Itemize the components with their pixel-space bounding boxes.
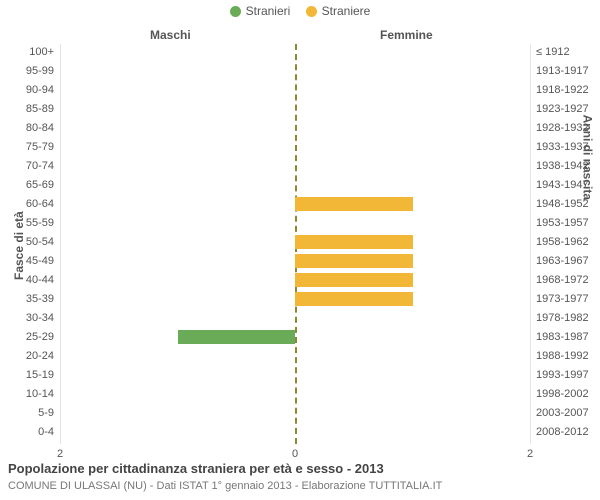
birth-year-label: 1968-1972: [536, 272, 600, 288]
bar-female: [295, 292, 413, 306]
x-tick: 2: [510, 448, 550, 460]
bar-male: [178, 330, 296, 344]
bar-row: 80-841928-1932: [60, 120, 530, 136]
birth-year-label: 2008-2012: [536, 424, 600, 440]
birth-year-label: 1993-1997: [536, 367, 600, 383]
bar-row: 15-191993-1997: [60, 367, 530, 383]
bar-row: 85-891923-1927: [60, 101, 530, 117]
birth-year-label: 1948-1952: [536, 196, 600, 212]
bar-row: 10-141998-2002: [60, 386, 530, 402]
chart-title: Popolazione per cittadinanza straniera p…: [8, 461, 384, 476]
legend-dot-male: [230, 6, 241, 17]
age-label: 0-4: [6, 424, 54, 440]
age-label: 90-94: [6, 82, 54, 98]
bar-female: [295, 197, 413, 211]
bar-row: 95-991913-1917: [60, 63, 530, 79]
bar-row: 60-641948-1952: [60, 196, 530, 212]
bar-row: 90-941918-1922: [60, 82, 530, 98]
birth-year-label: 1953-1957: [536, 215, 600, 231]
column-title-male: Maschi: [150, 28, 191, 42]
bar-female: [295, 254, 413, 268]
bar-row: 45-491963-1967: [60, 253, 530, 269]
bar-row: 70-741938-1942: [60, 158, 530, 174]
age-label: 20-24: [6, 348, 54, 364]
age-label: 60-64: [6, 196, 54, 212]
age-label: 65-69: [6, 177, 54, 193]
birth-year-label: 1913-1917: [536, 63, 600, 79]
bar-row: 75-791933-1937: [60, 139, 530, 155]
age-label: 95-99: [6, 63, 54, 79]
birth-year-label: 1998-2002: [536, 386, 600, 402]
bar-row: 20-241988-1992: [60, 348, 530, 364]
birth-year-label: 1923-1927: [536, 101, 600, 117]
bar-row: 25-291983-1987: [60, 329, 530, 345]
age-label: 55-59: [6, 215, 54, 231]
birth-year-label: 1958-1962: [536, 234, 600, 250]
bar-row: 30-341978-1982: [60, 310, 530, 326]
chart-subtitle: COMUNE DI ULASSAI (NU) - Dati ISTAT 1° g…: [8, 480, 442, 492]
bar-row: 50-541958-1962: [60, 234, 530, 250]
age-label: 85-89: [6, 101, 54, 117]
birth-year-label: 1963-1967: [536, 253, 600, 269]
legend-item-male: Stranieri: [230, 4, 291, 18]
bar-row: 40-441968-1972: [60, 272, 530, 288]
x-tick: 2: [40, 448, 80, 460]
age-label: 80-84: [6, 120, 54, 136]
age-label: 35-39: [6, 291, 54, 307]
birth-year-label: 1978-1982: [536, 310, 600, 326]
age-label: 50-54: [6, 234, 54, 250]
bar-female: [295, 273, 413, 287]
x-tick: 0: [275, 448, 315, 460]
birth-year-label: 1928-1932: [536, 120, 600, 136]
age-label: 15-19: [6, 367, 54, 383]
birth-year-label: 2003-2007: [536, 405, 600, 421]
age-label: 40-44: [6, 272, 54, 288]
birth-year-label: 1973-1977: [536, 291, 600, 307]
population-pyramid-chart: Stranieri Straniere Maschi Femmine Fasce…: [0, 0, 600, 500]
birth-year-label: 1988-1992: [536, 348, 600, 364]
bar-row: 65-691943-1947: [60, 177, 530, 193]
age-label: 30-34: [6, 310, 54, 326]
birth-year-label: 1918-1922: [536, 82, 600, 98]
age-label: 100+: [6, 44, 54, 60]
age-label: 5-9: [6, 405, 54, 421]
birth-year-label: 1933-1937: [536, 139, 600, 155]
bar-row: 5-92003-2007: [60, 405, 530, 421]
bar-row: 35-391973-1977: [60, 291, 530, 307]
legend-dot-female: [306, 6, 317, 17]
age-label: 10-14: [6, 386, 54, 402]
birth-year-label: 1943-1947: [536, 177, 600, 193]
birth-year-label: 1983-1987: [536, 329, 600, 345]
bar-row: 55-591953-1957: [60, 215, 530, 231]
column-title-female: Femmine: [380, 28, 433, 42]
age-label: 25-29: [6, 329, 54, 345]
age-label: 45-49: [6, 253, 54, 269]
legend-item-female: Straniere: [306, 4, 371, 18]
bar-female: [295, 235, 413, 249]
legend-label-female: Straniere: [322, 4, 371, 18]
birth-year-label: ≤ 1912: [536, 44, 600, 60]
age-label: 70-74: [6, 158, 54, 174]
bar-row: 100+≤ 1912: [60, 44, 530, 60]
birth-year-label: 1938-1942: [536, 158, 600, 174]
legend-label-male: Stranieri: [246, 4, 291, 18]
age-label: 75-79: [6, 139, 54, 155]
x-gridline: [530, 44, 531, 444]
bar-row: 0-42008-2012: [60, 424, 530, 440]
legend: Stranieri Straniere: [0, 4, 600, 20]
plot-area: 100+≤ 1912 95-991913-1917 90-941918-1922 85…: [60, 44, 530, 444]
